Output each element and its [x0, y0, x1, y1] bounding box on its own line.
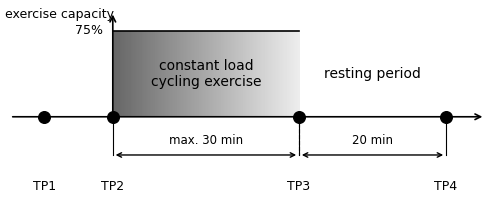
Text: 75%: 75%	[75, 24, 103, 37]
Text: TP2: TP2	[101, 180, 124, 193]
Text: resting period: resting period	[324, 67, 421, 81]
Point	[442, 115, 450, 118]
Text: constant load
cycling exercise: constant load cycling exercise	[150, 59, 261, 89]
Text: TP3: TP3	[288, 180, 310, 193]
Text: 20 min: 20 min	[352, 134, 393, 147]
Point	[40, 115, 48, 118]
Point	[295, 115, 303, 118]
Text: TP1: TP1	[32, 180, 56, 193]
Text: exercise capacity: exercise capacity	[5, 8, 114, 21]
Point	[109, 115, 117, 118]
Text: max. 30 min: max. 30 min	[169, 134, 243, 147]
Text: TP4: TP4	[434, 180, 458, 193]
